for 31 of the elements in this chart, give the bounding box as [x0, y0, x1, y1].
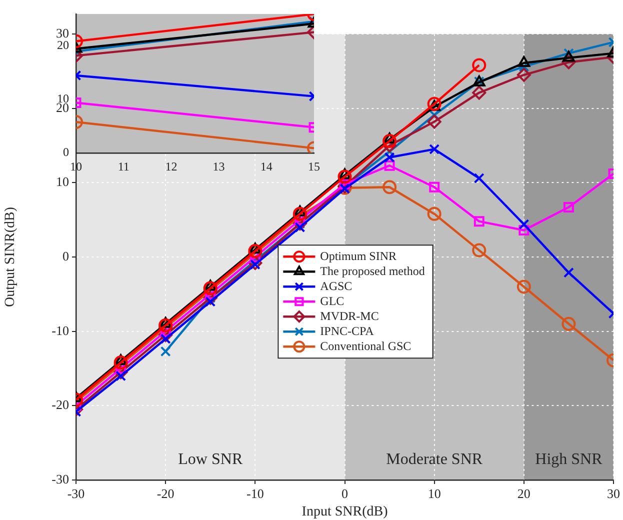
x-tick-label: 0	[342, 486, 348, 502]
x-tick-label: 15	[308, 159, 320, 174]
y-tick-label: 20	[57, 38, 69, 52]
legend-label: Optimum SINR	[320, 248, 397, 263]
y-axis-title: Output SINR(dB)	[3, 206, 18, 307]
y-tick-label: -20	[52, 397, 69, 412]
legend-label: IPNC-CPA	[320, 324, 374, 338]
x-tick-label: 20	[517, 486, 530, 502]
x-tick-label: -10	[246, 486, 264, 502]
x-tick-label: 13	[212, 159, 225, 174]
legend-label: GLC	[320, 294, 344, 308]
x-tick-label: 30	[607, 486, 620, 502]
y-tick-label: 0	[63, 145, 69, 160]
x-tick-label: 12	[165, 159, 178, 174]
y-tick-label: 30	[56, 25, 69, 40]
legend-label: Conventional GSC	[320, 338, 412, 353]
y-tick-label: 0	[62, 248, 69, 264]
y-tick-label: 10	[56, 174, 69, 190]
legend-label: AGSC	[320, 278, 352, 293]
band-label: Low SNR	[178, 451, 243, 468]
x-tick-label: 14	[260, 159, 272, 174]
x-tick-label: 10	[428, 486, 441, 502]
x-tick-label: -20	[156, 486, 174, 502]
legend-label: MVDR-MC	[320, 308, 379, 323]
y-tick-label: -30	[52, 471, 69, 486]
band-label: High SNR	[535, 451, 603, 468]
legend-label: The proposed method	[320, 264, 425, 278]
x-axis-title: Input SNR(dB)	[302, 504, 388, 520]
y-tick-label: -10	[52, 322, 69, 338]
x-tick-label: 11	[118, 159, 130, 174]
band-label: Moderate SNR	[386, 451, 483, 468]
